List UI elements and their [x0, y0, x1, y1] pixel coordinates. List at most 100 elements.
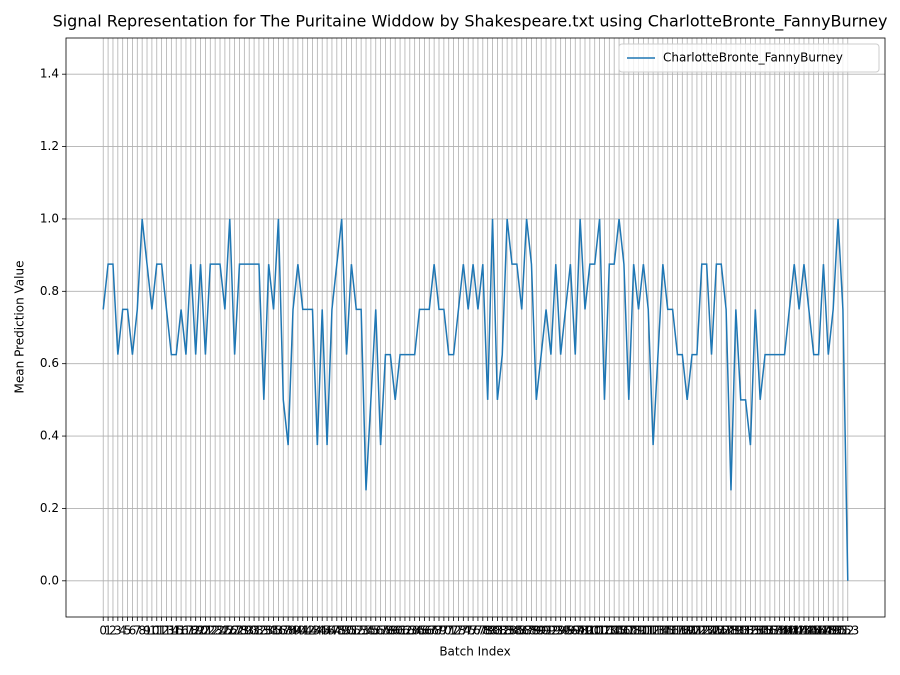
- x-tick-label: 51: [344, 624, 359, 638]
- x-tick-label: 48: [329, 624, 344, 638]
- x-tick-label: 19: [188, 624, 203, 638]
- y-tick-label: 0.8: [40, 284, 59, 298]
- x-tick-label: 141: [778, 624, 801, 638]
- x-tick-label: 33: [256, 624, 271, 638]
- x-tick-label: 95: [558, 624, 573, 638]
- x-tick-label: 7: [133, 624, 141, 638]
- x-tick-label: 125: [700, 624, 723, 638]
- x-tick-label: 52: [349, 624, 364, 638]
- x-tick-label: 15: [169, 624, 184, 638]
- x-tick-label: 76: [465, 624, 480, 638]
- x-tick-label: 69: [431, 624, 446, 638]
- x-tick-label: 73: [451, 624, 466, 638]
- x-tick-label: 18: [183, 624, 198, 638]
- x-tick-label: 20: [193, 624, 208, 638]
- x-tick-label: 148: [812, 624, 835, 638]
- x-tick-label: 108: [617, 624, 640, 638]
- x-tick-label: 22: [203, 624, 218, 638]
- x-tick-label: 58: [378, 624, 393, 638]
- x-tick-label: 128: [715, 624, 738, 638]
- y-tick-label: 0.0: [40, 573, 59, 587]
- x-tick-label: 80: [485, 624, 500, 638]
- x-tick-label: 145: [797, 624, 820, 638]
- chart-title: Signal Representation for The Puritaine …: [53, 12, 888, 32]
- x-tick-label: 43: [305, 624, 320, 638]
- x-tick-label: 17: [178, 624, 193, 638]
- x-tick-label: 75: [461, 624, 476, 638]
- x-tick-label: 41: [295, 624, 310, 638]
- legend-box: [618, 43, 880, 73]
- x-tick-label: 133: [739, 624, 762, 638]
- x-tick-label: 121: [681, 624, 704, 638]
- x-tick-label: 106: [608, 624, 631, 638]
- x-tick-label: 11: [149, 624, 164, 638]
- x-tick-label: 29: [237, 624, 252, 638]
- x-tick-label: 119: [671, 624, 694, 638]
- x-tick-label: 124: [695, 624, 718, 638]
- x-tick-label: 13: [159, 624, 174, 638]
- x-tick-label: 74: [456, 624, 471, 638]
- x-tick-label: 68: [426, 624, 441, 638]
- x-tick-label: 142: [783, 624, 806, 638]
- x-tick-label: 27: [227, 624, 242, 638]
- x-tick-label: 143: [788, 624, 811, 638]
- x-tick-label: 113: [642, 624, 665, 638]
- x-tick-label: 126: [705, 624, 728, 638]
- x-tick-label: 23: [208, 624, 223, 638]
- x-axis-label: Batch Index: [439, 645, 510, 659]
- x-tick-label: 16: [173, 624, 188, 638]
- x-tick-label: 6: [129, 624, 137, 638]
- plot-frame: [65, 37, 886, 618]
- x-tick-label: 84: [504, 624, 519, 638]
- x-tick-label: 34: [261, 624, 276, 638]
- x-tick-label: 89: [529, 624, 544, 638]
- x-tick-label: 123: [690, 624, 713, 638]
- x-tick-label: 103: [593, 624, 616, 638]
- x-tick-label: 36: [271, 624, 286, 638]
- x-tick-label: 42: [300, 624, 315, 638]
- y-tick-label: 0.2: [40, 501, 59, 515]
- x-tick-label: 26: [222, 624, 237, 638]
- x-tick-label: 49: [334, 624, 349, 638]
- x-tick-label: 102: [588, 624, 611, 638]
- x-tick-label: 31: [246, 624, 261, 638]
- x-tick-label: 111: [632, 624, 655, 638]
- x-tick-label: 135: [749, 624, 772, 638]
- x-tick-label: 47: [324, 624, 339, 638]
- x-tick-label: 35: [266, 624, 281, 638]
- x-tick-label: 10: [144, 624, 159, 638]
- x-tick-label: 0: [99, 624, 107, 638]
- x-tick-label: 30: [242, 624, 257, 638]
- x-tick-label: 132: [734, 624, 757, 638]
- x-tick-label: 77: [470, 624, 485, 638]
- x-tick-label: 82: [495, 624, 510, 638]
- x-tick-label: 55: [363, 624, 378, 638]
- x-tick-label: 139: [768, 624, 791, 638]
- x-tick-label: 115: [651, 624, 674, 638]
- x-tick-label: 79: [480, 624, 495, 638]
- y-tick-label: 1.0: [40, 211, 59, 225]
- x-tick-label: 131: [729, 624, 752, 638]
- x-tick-label: 81: [490, 624, 505, 638]
- x-tick-label: 2: [109, 624, 117, 638]
- series-line: [102, 218, 849, 581]
- x-tick-label: 140: [773, 624, 796, 638]
- x-tick-label: 120: [676, 624, 699, 638]
- x-tick-label: 37: [276, 624, 291, 638]
- x-tick-label: 146: [802, 624, 825, 638]
- x-tick-label: 137: [758, 624, 781, 638]
- x-tick-label: 66: [417, 624, 432, 638]
- x-tick-label: 83: [499, 624, 514, 638]
- x-tick-label: 3: [114, 624, 122, 638]
- x-tick-label: 14: [164, 624, 179, 638]
- x-tick-label: 130: [724, 624, 747, 638]
- x-tick-label: 147: [807, 624, 830, 638]
- x-tick-label: 114: [647, 624, 670, 638]
- x-tick-label: 116: [656, 624, 679, 638]
- x-tick-label: 45: [315, 624, 330, 638]
- x-tick-label: 101: [583, 624, 606, 638]
- x-tick-label: 78: [475, 624, 490, 638]
- x-tick-label: 53: [354, 624, 369, 638]
